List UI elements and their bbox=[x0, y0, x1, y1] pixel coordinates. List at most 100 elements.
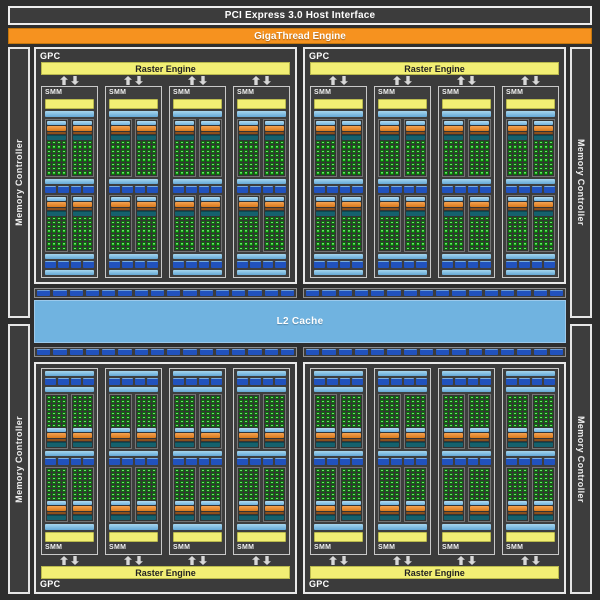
cuda-core bbox=[421, 246, 425, 250]
cuda-core bbox=[523, 420, 527, 423]
cuda-core bbox=[390, 158, 394, 162]
unit-segment bbox=[198, 458, 210, 465]
cuda-core bbox=[206, 412, 210, 415]
warp-scheduler-bar bbox=[175, 126, 194, 131]
cuda-core bbox=[454, 412, 458, 415]
down-arrow-icon bbox=[468, 76, 476, 85]
cuda-core bbox=[416, 485, 420, 488]
cuda-core bbox=[416, 145, 420, 149]
cuda-core bbox=[523, 485, 527, 488]
cuda-core bbox=[352, 493, 356, 496]
warp-scheduler-bar bbox=[380, 201, 399, 207]
cuda-core bbox=[142, 229, 146, 233]
cuda-core bbox=[280, 473, 284, 476]
dispatch-bar bbox=[470, 439, 489, 441]
cuda-core bbox=[380, 162, 384, 166]
cuda-core bbox=[380, 400, 384, 403]
cuda-core bbox=[480, 489, 484, 492]
cuda-core bbox=[211, 220, 215, 225]
cuda-core bbox=[523, 233, 527, 238]
cuda-core bbox=[485, 481, 489, 484]
cuda-core bbox=[485, 158, 489, 162]
cuda-core-grid bbox=[406, 216, 425, 250]
cuda-core bbox=[444, 216, 448, 220]
cuda-core bbox=[211, 416, 215, 419]
cuda-core bbox=[142, 145, 146, 149]
cuda-core bbox=[185, 493, 189, 496]
cuda-core bbox=[406, 229, 410, 233]
cuda-core bbox=[275, 233, 279, 238]
cuda-core bbox=[254, 396, 258, 399]
cuda-core bbox=[244, 229, 248, 233]
cuda-core bbox=[342, 481, 346, 484]
cuda-core bbox=[57, 408, 61, 411]
cuda-core bbox=[454, 420, 458, 423]
cuda-core bbox=[449, 149, 453, 153]
cuda-core bbox=[275, 162, 279, 166]
cuda-core bbox=[380, 469, 384, 472]
cuda-core bbox=[342, 408, 346, 411]
cuda-core bbox=[421, 400, 425, 403]
cuda-core bbox=[244, 420, 248, 423]
instruction-buffer-bar bbox=[508, 121, 527, 125]
cuda-core bbox=[121, 145, 125, 149]
cuda-core bbox=[47, 233, 51, 238]
cuda-core bbox=[185, 158, 189, 162]
cuda-core bbox=[508, 229, 512, 233]
smm-processing-block bbox=[378, 119, 401, 177]
unit-segment bbox=[198, 261, 210, 268]
cuda-core bbox=[449, 141, 453, 145]
cuda-core bbox=[390, 171, 394, 175]
cuda-core bbox=[57, 412, 61, 415]
cuda-core bbox=[244, 233, 248, 238]
cuda-core bbox=[78, 481, 82, 484]
cuda-core bbox=[480, 141, 484, 145]
cuda-core bbox=[244, 158, 248, 162]
cuda-core bbox=[206, 416, 210, 419]
cuda-core bbox=[534, 481, 538, 484]
dispatch-bar bbox=[316, 439, 335, 441]
warp-scheduler-bar bbox=[534, 201, 553, 207]
cuda-core bbox=[534, 408, 538, 411]
cuda-core bbox=[385, 242, 389, 246]
cuda-core bbox=[126, 416, 130, 419]
cuda-core bbox=[347, 238, 351, 242]
register-file-bar bbox=[111, 135, 130, 140]
cuda-core bbox=[390, 424, 394, 427]
cuda-core bbox=[449, 166, 453, 171]
up-arrow-icon bbox=[124, 556, 132, 565]
dispatch-bar bbox=[342, 132, 361, 134]
cuda-core bbox=[152, 477, 156, 480]
cuda-core bbox=[485, 238, 489, 242]
cuda-core bbox=[380, 477, 384, 480]
cuda-core bbox=[47, 225, 51, 229]
cuda-core bbox=[316, 242, 320, 246]
cuda-core bbox=[254, 420, 258, 423]
memory-controller-column-left: Memory Controller Memory Controller bbox=[8, 47, 30, 594]
cuda-core bbox=[57, 242, 61, 246]
warp-scheduler-bar bbox=[534, 506, 553, 511]
cuda-core bbox=[549, 229, 553, 233]
texture-cache-bar bbox=[442, 387, 491, 392]
smm-block: SMM bbox=[438, 86, 495, 278]
smm-block-pair bbox=[109, 394, 158, 449]
cuda-core bbox=[470, 145, 474, 149]
smm-processing-block bbox=[506, 194, 529, 252]
cuda-core bbox=[147, 481, 151, 484]
cuda-core bbox=[239, 229, 243, 233]
unit-segment bbox=[390, 458, 402, 465]
cuda-core bbox=[116, 242, 120, 246]
cuda-core bbox=[513, 404, 517, 407]
cuda-core bbox=[275, 149, 279, 153]
cuda-core bbox=[385, 166, 389, 171]
cuda-core bbox=[395, 404, 399, 407]
cuda-core bbox=[475, 477, 479, 480]
cuda-core bbox=[380, 424, 384, 427]
texture-cache-bar bbox=[378, 111, 427, 117]
cuda-core bbox=[459, 242, 463, 246]
instruction-buffer-bar bbox=[342, 501, 361, 505]
down-arrow-icon bbox=[468, 556, 476, 565]
cuda-core bbox=[185, 149, 189, 153]
cuda-core bbox=[444, 497, 448, 500]
cuda-core bbox=[523, 166, 527, 171]
